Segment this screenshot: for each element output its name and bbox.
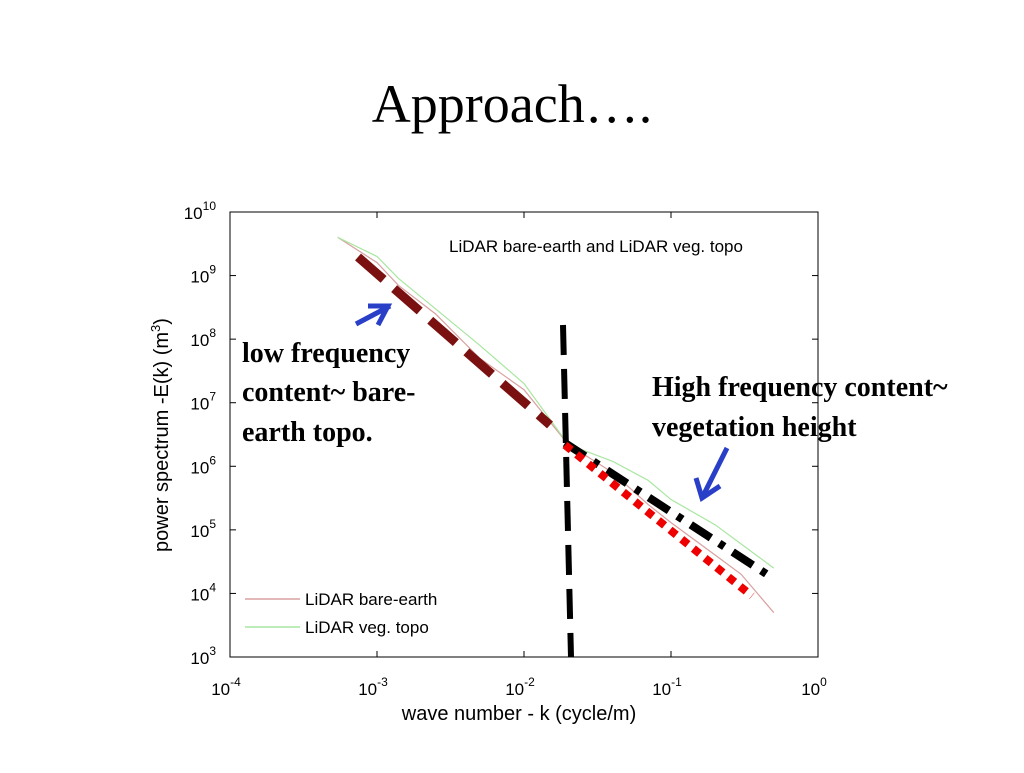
tick-base: 10 bbox=[358, 680, 377, 699]
y-tick-label: 107 bbox=[190, 390, 216, 414]
annotation-low: low frequency content~ bare- earth topo. bbox=[242, 338, 422, 448]
bare-fit bbox=[562, 441, 755, 600]
tick-base: 10 bbox=[190, 585, 209, 604]
tick-exponent: 5 bbox=[209, 517, 216, 531]
y-tick-label: 103 bbox=[190, 644, 216, 668]
tick-exponent: 0 bbox=[820, 675, 827, 689]
tick-exponent: 6 bbox=[209, 453, 216, 467]
annotation-line: High frequency content~ bbox=[652, 372, 948, 403]
annotation-high: High frequency content~ vegetation heigh… bbox=[652, 372, 955, 443]
tick-exponent: -2 bbox=[524, 675, 535, 689]
tick-exponent: -1 bbox=[671, 675, 682, 689]
tick-base: 10 bbox=[190, 522, 209, 541]
tick-base: 10 bbox=[190, 395, 209, 414]
veg-fit bbox=[562, 439, 771, 579]
x-tick-label: 10-2 bbox=[505, 675, 535, 699]
x-tick-label: 10-3 bbox=[358, 675, 388, 699]
chart-title: LiDAR bare-earth and LiDAR veg. topo bbox=[449, 237, 743, 256]
legend-label: LiDAR bare-earth bbox=[305, 590, 437, 609]
legend-label: LiDAR veg. topo bbox=[305, 618, 429, 637]
tick-base: 10 bbox=[190, 458, 209, 477]
tick-base: 10 bbox=[184, 204, 203, 223]
x-tick-label: 10-1 bbox=[652, 675, 682, 699]
annotation-line: content~ bare- bbox=[242, 377, 415, 408]
tick-base: 10 bbox=[190, 331, 209, 350]
annotation-line: earth topo. bbox=[242, 417, 373, 448]
y-label-sup: 3 bbox=[148, 325, 163, 332]
y-label-end: ) bbox=[151, 318, 173, 325]
tick-base: 10 bbox=[801, 680, 820, 699]
x-tick-label: 100 bbox=[801, 675, 827, 699]
annotation-line: low frequency bbox=[242, 338, 410, 369]
x-axis-label: wave number - k (cycle/m) bbox=[401, 703, 637, 725]
y-axis-label: power spectrum -E(k) (m3) bbox=[148, 318, 173, 552]
tick-exponent: -3 bbox=[377, 675, 388, 689]
slide-title: Approach…. bbox=[372, 74, 652, 134]
y-tick-label: 106 bbox=[190, 453, 216, 477]
tick-exponent: 10 bbox=[203, 199, 217, 213]
tick-exponent: 4 bbox=[209, 580, 216, 594]
y-label-text: power spectrum -E(k) (m bbox=[151, 332, 173, 552]
y-tick-label: 109 bbox=[190, 263, 216, 287]
tick-base: 10 bbox=[190, 268, 209, 287]
tick-base: 10 bbox=[505, 680, 524, 699]
tick-exponent: 7 bbox=[209, 390, 216, 404]
y-tick-label: 1010 bbox=[184, 199, 217, 223]
cutoff-line bbox=[560, 324, 574, 658]
tick-exponent: -4 bbox=[230, 675, 241, 689]
tick-base: 10 bbox=[211, 680, 230, 699]
x-tick-label: 10-4 bbox=[211, 675, 241, 699]
y-tick-label: 108 bbox=[190, 326, 216, 350]
y-tick-label: 104 bbox=[190, 580, 216, 604]
tick-base: 10 bbox=[190, 649, 209, 668]
arrow-high bbox=[693, 446, 730, 502]
low-freq-fit bbox=[355, 253, 553, 429]
y-tick-label: 105 bbox=[190, 517, 216, 541]
tick-exponent: 8 bbox=[209, 326, 216, 340]
tick-base: 10 bbox=[652, 680, 671, 699]
arrow-low bbox=[354, 303, 393, 327]
tick-exponent: 3 bbox=[209, 644, 216, 658]
tick-exponent: 9 bbox=[209, 263, 216, 277]
annotation-line: vegetation height bbox=[652, 412, 857, 443]
